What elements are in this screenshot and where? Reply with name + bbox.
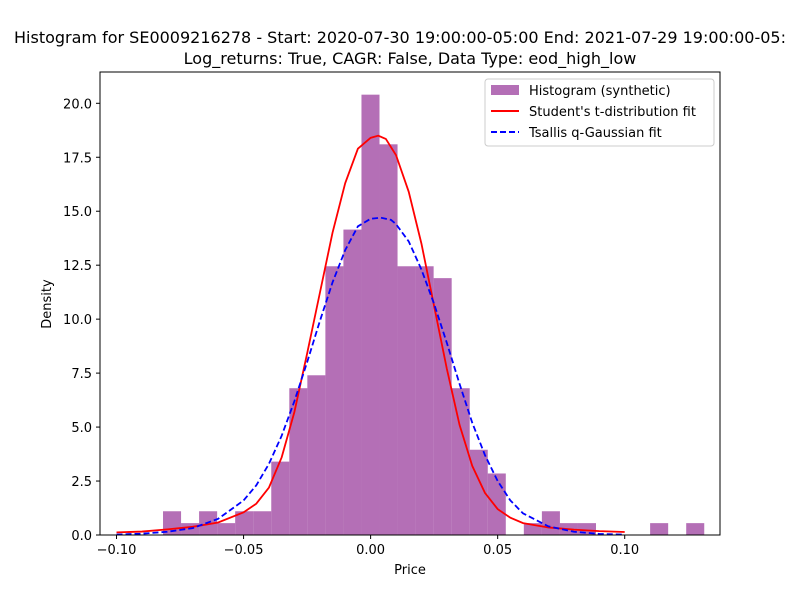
y-tick-label: 7.5 bbox=[71, 367, 92, 382]
y-tick-label: 2.5 bbox=[71, 475, 92, 490]
x-tick-label: 0.05 bbox=[483, 543, 512, 558]
histogram-bar bbox=[379, 144, 398, 535]
legend: Histogram (synthetic) Student's t-distri… bbox=[484, 78, 715, 147]
y-axis-label: Density bbox=[40, 279, 55, 329]
x-axis-label: Price bbox=[394, 563, 426, 578]
y-tick-label: 10.0 bbox=[63, 313, 92, 328]
histogram-bar bbox=[415, 266, 434, 535]
y-tick-label: 5.0 bbox=[71, 421, 92, 436]
legend-label-q-gaussian: Tsallis q-Gaussian fit bbox=[528, 126, 662, 141]
chart-title-line2: Log_returns: True, CAGR: False, Data Typ… bbox=[184, 49, 637, 69]
legend-label-histogram: Histogram (synthetic) bbox=[529, 84, 671, 99]
histogram-bar bbox=[253, 511, 272, 535]
histogram-bar bbox=[686, 523, 705, 535]
y-tick-label: 12.5 bbox=[63, 259, 92, 274]
histogram-bar bbox=[307, 375, 326, 535]
x-axis-ticks: −0.10 −0.05 0.00 0.05 0.10 bbox=[97, 535, 639, 558]
x-tick-label: 0.10 bbox=[610, 543, 639, 558]
histogram-bar bbox=[271, 461, 290, 535]
x-tick-label: −0.10 bbox=[97, 543, 137, 558]
histogram-bar bbox=[451, 388, 470, 535]
histogram-bar bbox=[217, 523, 236, 535]
fit-curves bbox=[116, 134, 625, 536]
student-t-fit-curve bbox=[116, 134, 625, 534]
histogram-bar bbox=[325, 266, 344, 535]
x-tick-label: −0.05 bbox=[224, 543, 264, 558]
y-axis-ticks: 0.0 2.5 5.0 7.5 10.0 12.5 15.0 17.5 20.0 bbox=[63, 97, 100, 544]
histogram-bar bbox=[289, 388, 308, 535]
histogram-bar bbox=[577, 523, 596, 535]
legend-frame bbox=[484, 78, 715, 147]
plot-area-frame bbox=[99, 71, 721, 536]
y-tick-label: 20.0 bbox=[63, 97, 92, 112]
histogram-bar bbox=[541, 511, 560, 535]
chart-title-line1: Histogram for SE0009216278 - Start: 2020… bbox=[14, 28, 786, 47]
y-tick-label: 15.0 bbox=[63, 205, 92, 220]
histogram-bar bbox=[343, 229, 362, 535]
y-tick-label: 17.5 bbox=[63, 151, 92, 166]
histogram-bar bbox=[523, 523, 542, 535]
histogram-bar bbox=[361, 94, 380, 535]
x-tick-label: 0.00 bbox=[356, 543, 385, 558]
histogram-bar bbox=[235, 511, 254, 535]
legend-swatch-histogram bbox=[491, 85, 519, 95]
legend-label-student-t: Student's t-distribution fit bbox=[529, 105, 696, 120]
histogram-bar bbox=[487, 473, 506, 535]
histogram-bar bbox=[650, 523, 669, 535]
histogram-bar bbox=[397, 266, 416, 535]
q-gaussian-fit-curve bbox=[116, 216, 625, 536]
y-tick-label: 0.0 bbox=[71, 529, 92, 544]
